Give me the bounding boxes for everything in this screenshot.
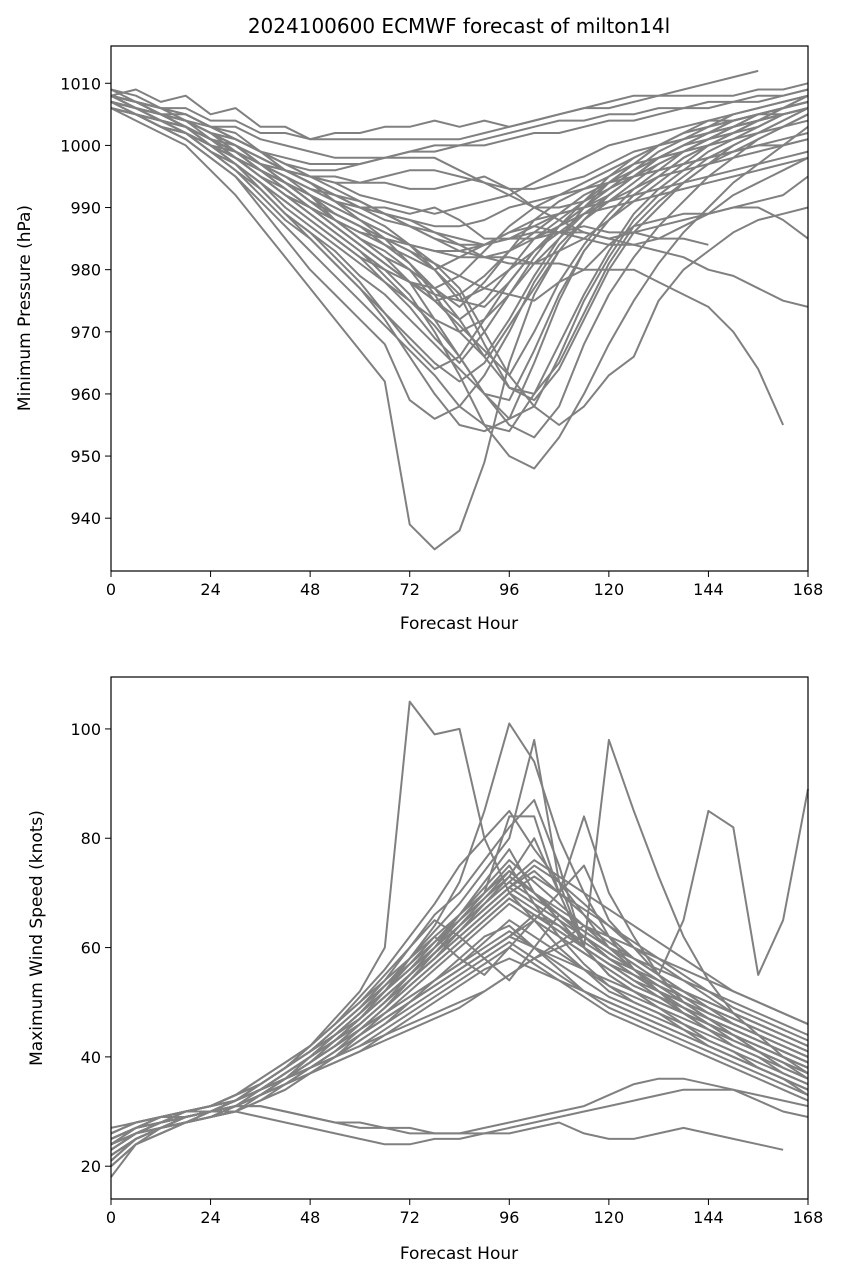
wind-y-tick-label: 40 <box>81 1048 101 1067</box>
pressure-series-line-10 <box>110 100 809 470</box>
pressure-series-line-41 <box>110 107 809 190</box>
pressure-panel: 2024100600 ECMWF forecast of milton14l 0… <box>15 14 823 634</box>
pressure-x-tick-label: 72 <box>400 580 420 599</box>
wind-y-tick-label: 60 <box>81 939 101 958</box>
pressure-x-ticks: 0 24 48 72 96 120 144 168 <box>106 571 823 599</box>
pressure-x-tick-label: 0 <box>106 580 116 599</box>
pressure-series-line-32 <box>110 94 809 395</box>
wind-x-tick-label: 168 <box>793 1208 824 1227</box>
pressure-y-tick-label: 1010 <box>60 74 101 93</box>
pressure-y-axis-label: Minimum Pressure (hPa) <box>15 205 35 411</box>
wind-series-line-23 <box>110 837 809 1157</box>
pressure-y-tick-label: 1000 <box>60 136 101 155</box>
pressure-y-tick-label: 980 <box>70 261 101 280</box>
pressure-y-tick-label: 940 <box>70 509 101 528</box>
wind-x-axis-label: Forecast Hour <box>400 1244 518 1264</box>
pressure-series-line-29 <box>110 94 809 271</box>
pressure-x-tick-label: 48 <box>300 580 320 599</box>
wind-y-axis-label: Maximum Wind Speed (knots) <box>27 810 47 1066</box>
pressure-x-tick-label: 168 <box>793 580 824 599</box>
wind-series-line-3 <box>110 738 809 1167</box>
wind-x-tick-label: 24 <box>200 1208 220 1227</box>
wind-series-line-40 <box>110 875 809 1140</box>
pressure-y-tick-label: 970 <box>70 323 101 342</box>
wind-series-line-36 <box>110 919 809 1162</box>
wind-x-tick-label: 144 <box>693 1208 724 1227</box>
wind-x-tick-label: 96 <box>499 1208 519 1227</box>
wind-x-tick-label: 48 <box>300 1208 320 1227</box>
wind-x-ticks: 0 24 48 72 96 120 144 168 <box>106 1199 823 1227</box>
pressure-series-line-37 <box>110 94 809 215</box>
wind-panel: 0 24 48 72 96 120 144 168 20 40 60 80 100 Forecast … <box>27 676 823 1264</box>
wind-y-tick-label: 20 <box>81 1157 101 1176</box>
pressure-series-line-36 <box>110 100 809 302</box>
pressure-x-tick-label: 24 <box>200 580 220 599</box>
pressure-series-line-26 <box>110 100 809 290</box>
chart-title: 2024100600 ECMWF forecast of milton14l <box>248 14 670 38</box>
wind-x-tick-label: 72 <box>400 1208 420 1227</box>
wind-series-line-38 <box>110 875 809 1146</box>
pressure-y-tick-label: 960 <box>70 385 101 404</box>
pressure-series-line-1 <box>110 82 809 141</box>
pressure-series-line-21 <box>110 100 809 302</box>
pressure-x-tick-label: 120 <box>594 580 625 599</box>
wind-axes-frame <box>110 676 809 1200</box>
pressure-series-line-2 <box>110 69 759 141</box>
pressure-series-line-8 <box>110 107 809 551</box>
pressure-x-tick-label: 144 <box>693 580 724 599</box>
pressure-y-tick-label: 950 <box>70 447 101 466</box>
pressure-series-line-35 <box>110 107 809 433</box>
pressure-series-line-40 <box>110 100 809 383</box>
pressure-series-line-30 <box>110 100 809 228</box>
wind-series-group <box>110 700 809 1178</box>
wind-x-tick-label: 120 <box>594 1208 625 1227</box>
pressure-y-tick-label: 990 <box>70 199 101 218</box>
wind-y-tick-label: 100 <box>70 720 101 739</box>
wind-y-ticks: 20 40 60 80 100 <box>70 720 111 1176</box>
wind-series-line-17 <box>110 924 809 1157</box>
pressure-series-line-39 <box>110 94 809 252</box>
pressure-x-axis-label: Forecast Hour <box>400 614 518 634</box>
pressure-series-line-4 <box>110 94 809 240</box>
wind-series-line-21 <box>110 859 809 1140</box>
pressure-y-ticks: 940 950 960 970 980 990 1000 1010 <box>60 74 111 528</box>
pressure-series-line-33 <box>110 101 809 420</box>
wind-series-line-4 <box>110 738 809 1151</box>
pressure-axes-frame <box>110 45 809 572</box>
wind-x-tick-label: 0 <box>106 1208 116 1227</box>
pressure-series-group <box>110 69 809 551</box>
wind-series-line-31 <box>110 941 809 1167</box>
wind-series-line-39 <box>110 897 809 1157</box>
pressure-x-tick-label: 96 <box>499 580 519 599</box>
wind-y-tick-label: 80 <box>81 829 101 848</box>
